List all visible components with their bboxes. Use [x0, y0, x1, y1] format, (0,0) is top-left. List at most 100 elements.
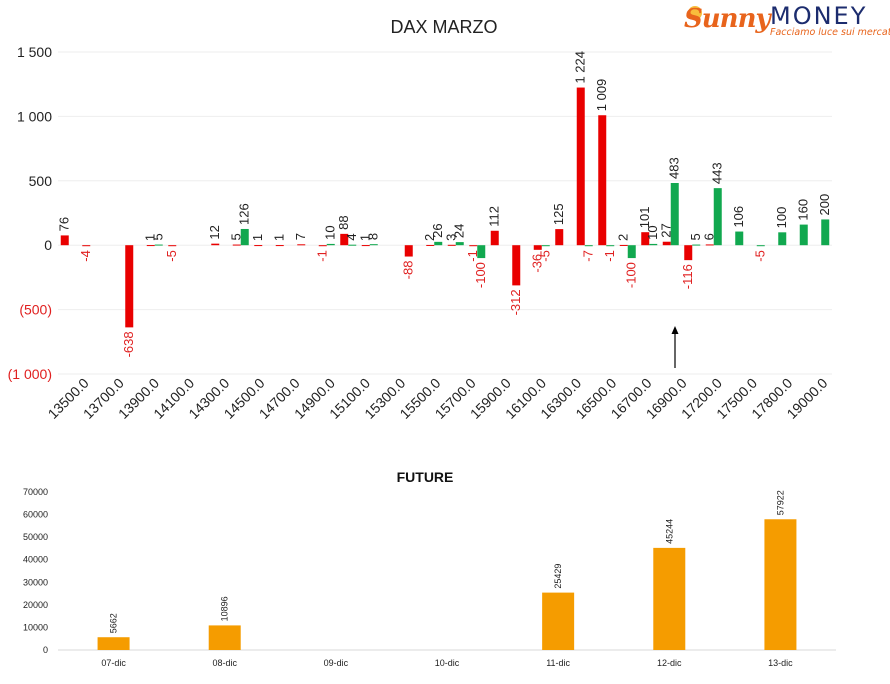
data-label: 100	[774, 207, 789, 229]
chart-title: FUTURE	[397, 469, 454, 485]
bar	[598, 115, 607, 246]
bar	[627, 245, 636, 259]
y-tick-label: 50000	[23, 532, 48, 542]
chart-title: DAX MARZO	[390, 17, 497, 37]
bar	[240, 228, 249, 246]
data-label: -5	[164, 250, 179, 262]
data-label: 57922	[775, 490, 785, 515]
y-tick-label: 70000	[23, 487, 48, 497]
data-label: 1 224	[573, 51, 588, 84]
data-label: 1	[143, 234, 158, 241]
x-tick-label: 10-dic	[435, 658, 460, 668]
data-label: 5	[688, 233, 703, 240]
bar	[512, 245, 521, 286]
bar	[434, 241, 443, 246]
sun-icon	[688, 6, 702, 20]
y-tick-label: (500)	[19, 302, 52, 318]
y-tick-label: 500	[29, 173, 53, 189]
bar	[297, 244, 306, 246]
bar	[799, 224, 808, 246]
bar	[490, 230, 499, 246]
bar	[340, 233, 349, 246]
x-tick-label: 09-dic	[324, 658, 349, 668]
y-tick-label: 1 000	[17, 108, 52, 124]
bar	[584, 245, 593, 247]
bar	[692, 244, 701, 246]
data-label: -312	[508, 289, 523, 315]
bar	[576, 87, 585, 246]
data-label: -1	[315, 250, 330, 262]
bar	[60, 235, 69, 246]
bar	[318, 245, 327, 247]
bar	[778, 232, 787, 246]
bar	[146, 245, 155, 247]
y-tick-label: 60000	[23, 510, 48, 520]
data-label: 106	[731, 206, 746, 228]
bar	[369, 244, 378, 246]
data-label: 1 009	[594, 79, 609, 112]
bar	[275, 245, 284, 247]
bar	[254, 245, 263, 247]
data-label: 45244	[664, 519, 674, 544]
y-tick-label: 1 500	[17, 44, 52, 60]
bar	[455, 242, 464, 246]
bar	[533, 245, 542, 250]
bar	[756, 245, 765, 247]
data-label: -1	[465, 250, 480, 262]
data-label: 5662	[109, 613, 119, 633]
bar	[154, 244, 163, 246]
data-label: 25429	[553, 564, 563, 589]
bar	[735, 231, 744, 246]
y-tick-label: 10000	[23, 622, 48, 632]
data-label: -116	[680, 264, 695, 289]
data-label: -100	[473, 262, 488, 288]
bar	[168, 245, 177, 247]
data-label: 2	[422, 234, 437, 241]
data-label: -7	[581, 250, 596, 262]
bar	[97, 637, 130, 650]
y-tick-label: 0	[44, 237, 52, 253]
data-label: 10	[323, 225, 338, 239]
data-label: 88	[336, 215, 351, 229]
data-label: 1	[272, 234, 287, 241]
bar	[684, 245, 693, 261]
data-label: 5	[229, 233, 244, 240]
bar	[541, 245, 550, 247]
data-label: 27	[659, 223, 674, 237]
bar	[82, 245, 91, 247]
bar	[649, 243, 658, 246]
data-label: 112	[487, 206, 502, 227]
y-tick-label: 0	[43, 645, 48, 655]
x-tick-label: 07-dic	[101, 658, 126, 668]
data-label: 8	[366, 233, 381, 240]
future-chart: FUTURE 0 10000 20000 30000 40000 50000 60000 700…	[23, 469, 836, 668]
bar	[211, 243, 220, 246]
bar	[469, 245, 478, 247]
bar	[125, 245, 134, 328]
bar	[662, 241, 671, 246]
brand-logo: Sunny MONEY Facciamo luce sui mercati	[684, 2, 890, 44]
data-label: -100	[624, 262, 639, 288]
bar	[713, 188, 722, 246]
data-label: 443	[710, 162, 725, 184]
bar	[404, 245, 413, 257]
bar	[447, 244, 456, 246]
bar	[705, 244, 714, 246]
bar	[426, 244, 435, 246]
y-tick-label: (1 000)	[8, 366, 52, 382]
data-label: 24	[452, 224, 467, 238]
y-tick-label: 20000	[23, 600, 48, 610]
bar	[821, 219, 830, 246]
bar	[477, 245, 486, 259]
data-label: 101	[637, 206, 652, 228]
bar	[619, 244, 628, 246]
data-label: -36	[530, 254, 545, 273]
x-tick-label: 13-dic	[768, 658, 793, 668]
data-label: 6	[702, 233, 717, 240]
bar	[542, 592, 575, 650]
x-tick-label: 12-dic	[657, 658, 682, 668]
bar	[326, 243, 335, 246]
y-tick-label: 40000	[23, 555, 48, 565]
data-label: -1	[602, 250, 617, 262]
